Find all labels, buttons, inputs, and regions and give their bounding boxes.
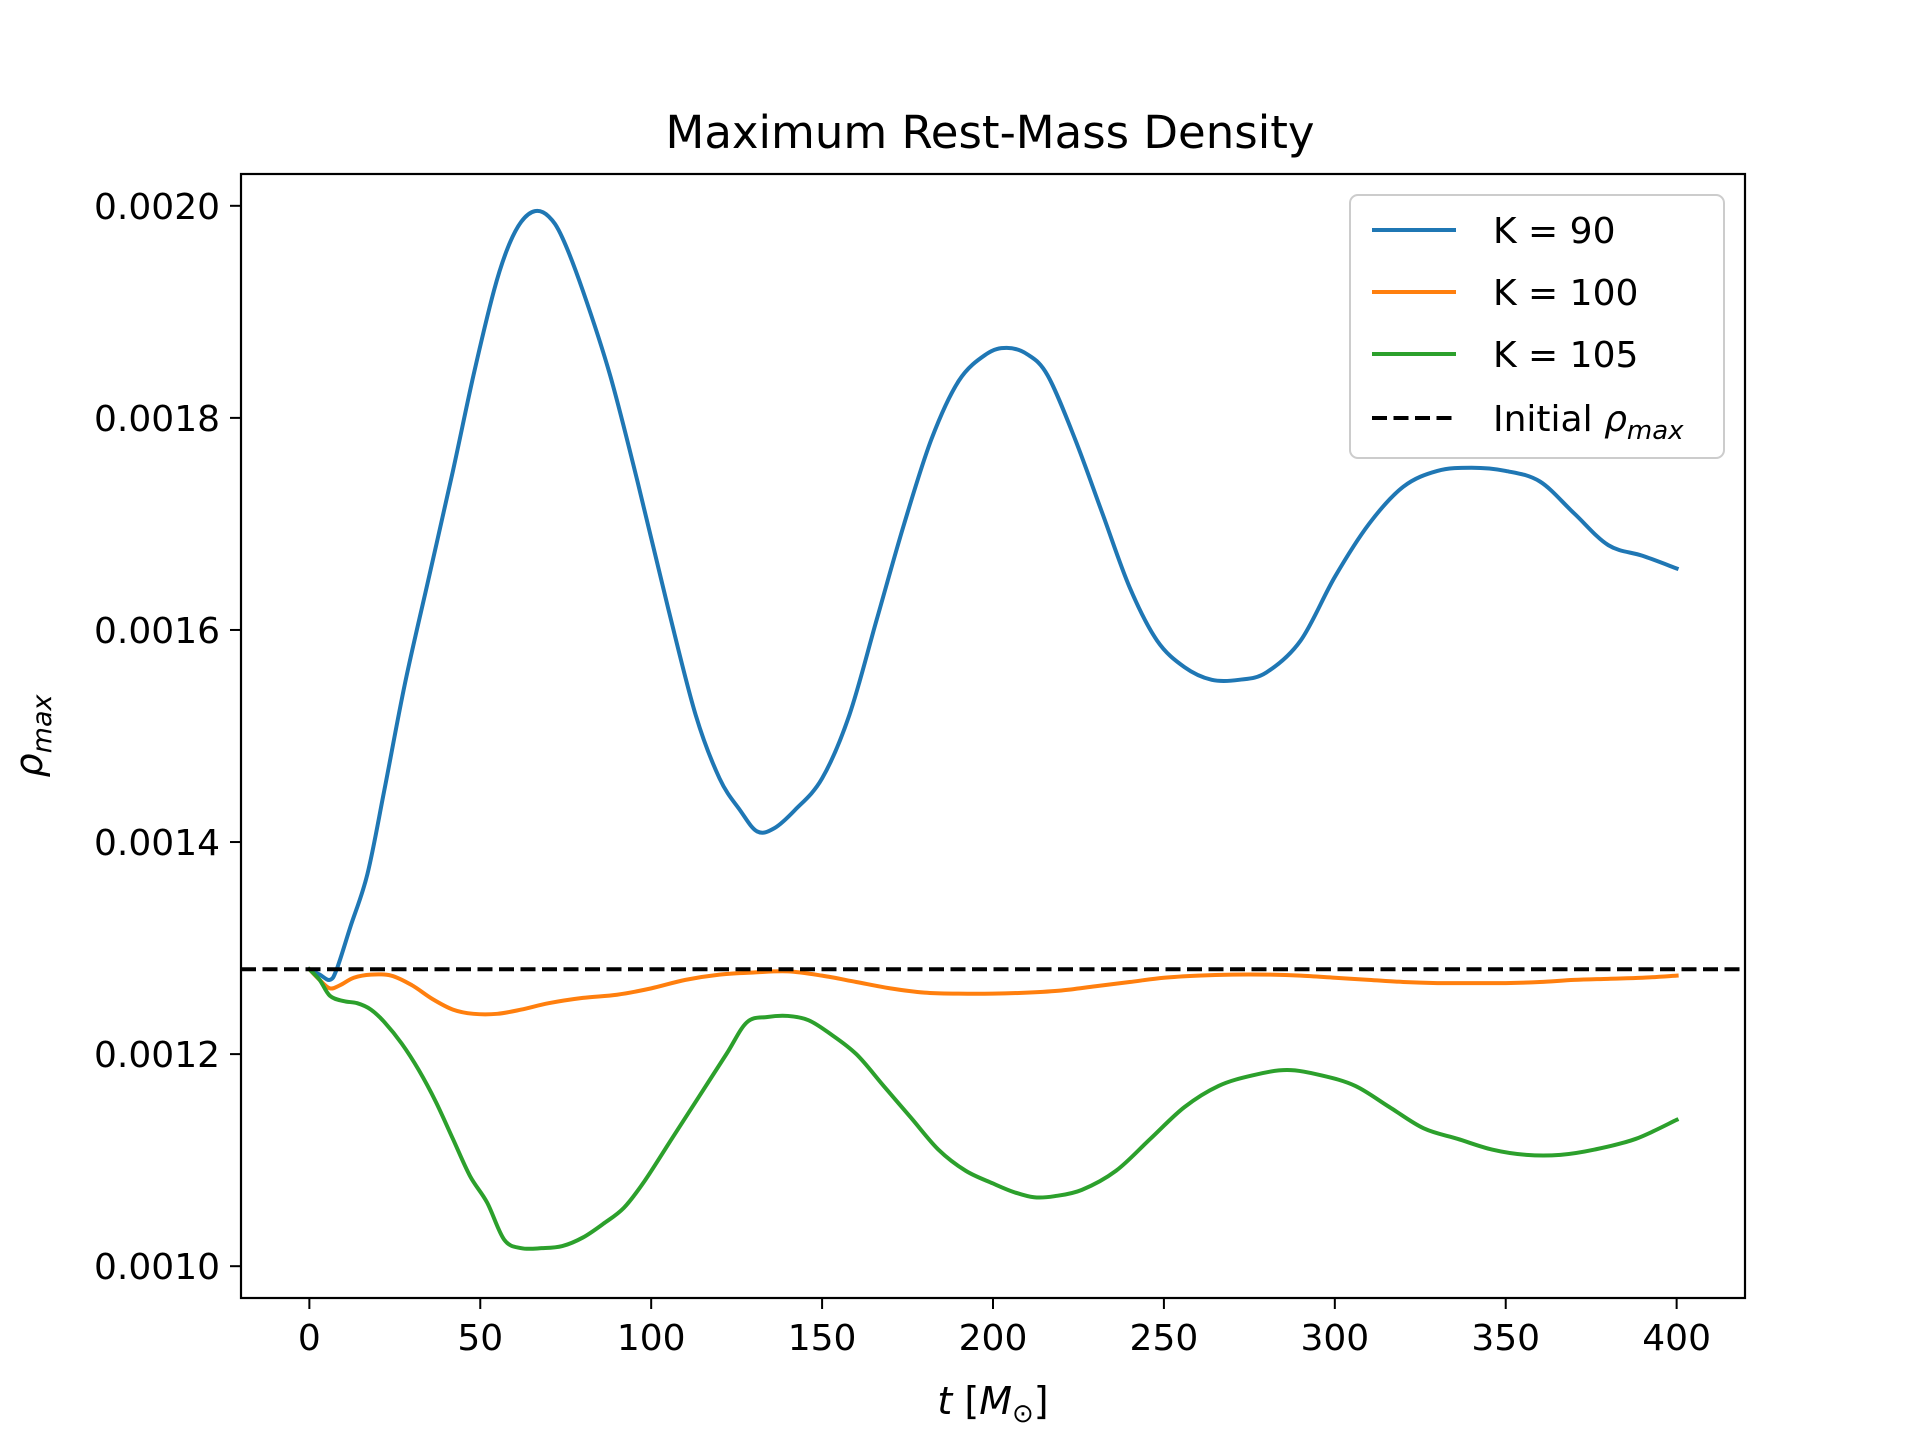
x-tick-label: 300	[1300, 1318, 1369, 1359]
y-tick-label: 0.0014	[94, 823, 220, 864]
x-axis-title-unit-symbol: M	[979, 1379, 1012, 1423]
y-axis: 0.0010 0.0012 0.0014 0.0016 0.0018 0.0020	[94, 187, 241, 1288]
legend-box	[1349, 194, 1725, 459]
series-line-1	[306, 208, 1680, 982]
y-tick-label: 0.0020	[94, 187, 220, 228]
y-tick-label: 0.0010	[94, 1247, 220, 1288]
legend-entry: Initial ρmax	[1372, 399, 1684, 446]
legend-entry: K = 105	[1372, 335, 1638, 376]
legend-entry: K = 100	[1372, 273, 1638, 314]
y-tick-label: 0.0012	[94, 1035, 220, 1076]
x-tick-label: 400	[1642, 1318, 1711, 1359]
x-tick-label: 100	[617, 1318, 686, 1359]
plot-lines	[241, 208, 1745, 1251]
x-axis-title-unit-open: [	[952, 1379, 979, 1423]
x-tick-label: 50	[457, 1318, 503, 1359]
x-axis-title-main: t	[937, 1379, 954, 1423]
legend-label: K = 100	[1493, 273, 1638, 314]
y-tick-label: 0.0016	[94, 611, 220, 652]
legend-label: Initial ρmax	[1493, 399, 1684, 446]
legend: K = 90 K = 100 K = 105 Initial ρmax	[1349, 194, 1725, 459]
x-axis-title-unit-sub: ⊙	[1012, 1399, 1034, 1429]
x-tick-label: 150	[788, 1318, 857, 1359]
x-axis-title-unit-close: ]	[1034, 1379, 1049, 1423]
y-tick-label: 0.0018	[94, 399, 220, 440]
x-axis-title: t [M⊙]	[937, 1379, 1048, 1429]
x-tick-label: 200	[959, 1318, 1028, 1359]
y-axis-title: ρmax	[7, 694, 58, 778]
x-tick-label: 250	[1130, 1318, 1199, 1359]
x-tick-label: 350	[1471, 1318, 1540, 1359]
series-line-2	[306, 966, 1679, 1017]
y-axis-title-subscript: max	[27, 694, 58, 754]
y-axis-title-symbol: ρ	[7, 753, 51, 777]
plot-frame	[239, 172, 1747, 1300]
legend-label: K = 105	[1493, 335, 1638, 376]
legend-entry: K = 90	[1372, 211, 1615, 252]
x-axis: 0 50 100 150 200 250 300 350 400	[298, 1298, 1711, 1359]
legend-label: K = 90	[1493, 211, 1615, 252]
series-line-3	[306, 966, 1680, 1251]
chart-title: Maximum Rest-Mass Density	[666, 106, 1315, 159]
x-tick-label: 0	[298, 1318, 321, 1359]
